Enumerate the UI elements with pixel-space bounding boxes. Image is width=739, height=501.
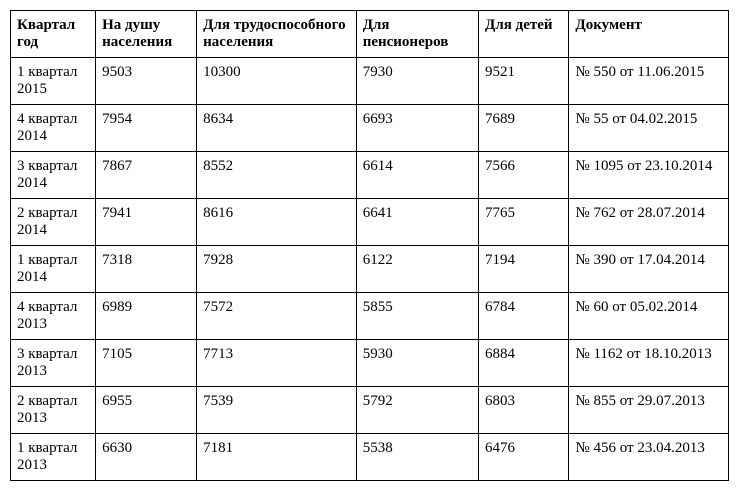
cell-period: 2 квартал 2014: [11, 199, 96, 246]
cell-document: № 1095 от 23.10.2014: [569, 152, 729, 199]
table-row: 2 квартал 2013 6955 7539 5792 6803 № 855…: [11, 387, 729, 434]
cell-document: № 60 от 05.02.2014: [569, 293, 729, 340]
data-table: Квартал год На душу населения Для трудос…: [10, 10, 729, 481]
cell-document: № 1162 от 18.10.2013: [569, 340, 729, 387]
cell-document: № 762 от 28.07.2014: [569, 199, 729, 246]
table-row: 1 квартал 2013 6630 7181 5538 6476 № 456…: [11, 434, 729, 481]
cell-percapita: 9503: [96, 58, 197, 105]
cell-working: 7539: [197, 387, 357, 434]
col-header-working: Для трудоспособного населения: [197, 11, 357, 58]
cell-percapita: 7318: [96, 246, 197, 293]
table-row: 1 квартал 2015 9503 10300 7930 9521 № 55…: [11, 58, 729, 105]
cell-period: 2 квартал 2013: [11, 387, 96, 434]
cell-pensioners: 7930: [356, 58, 478, 105]
table-row: 3 квартал 2013 7105 7713 5930 6884 № 116…: [11, 340, 729, 387]
cell-pensioners: 5930: [356, 340, 478, 387]
cell-working: 8616: [197, 199, 357, 246]
cell-children: 6476: [479, 434, 569, 481]
table-row: 1 квартал 2014 7318 7928 6122 7194 № 390…: [11, 246, 729, 293]
col-header-document: Документ: [569, 11, 729, 58]
cell-period: 1 квартал 2013: [11, 434, 96, 481]
cell-percapita: 6955: [96, 387, 197, 434]
cell-pensioners: 6122: [356, 246, 478, 293]
cell-working: 8552: [197, 152, 357, 199]
cell-children: 7689: [479, 105, 569, 152]
cell-children: 6784: [479, 293, 569, 340]
table-row: 4 квартал 2013 6989 7572 5855 6784 № 60 …: [11, 293, 729, 340]
cell-pensioners: 6614: [356, 152, 478, 199]
cell-children: 7194: [479, 246, 569, 293]
cell-percapita: 7941: [96, 199, 197, 246]
cell-working: 10300: [197, 58, 357, 105]
cell-document: № 390 от 17.04.2014: [569, 246, 729, 293]
col-header-percapita: На душу населения: [96, 11, 197, 58]
cell-period: 1 квартал 2014: [11, 246, 96, 293]
cell-working: 7713: [197, 340, 357, 387]
table-row: 2 квартал 2014 7941 8616 6641 7765 № 762…: [11, 199, 729, 246]
cell-document: № 550 от 11.06.2015: [569, 58, 729, 105]
cell-percapita: 7954: [96, 105, 197, 152]
cell-pensioners: 5538: [356, 434, 478, 481]
cell-period: 3 квартал 2013: [11, 340, 96, 387]
cell-children: 7566: [479, 152, 569, 199]
col-header-period: Квартал год: [11, 11, 96, 58]
cell-children: 6884: [479, 340, 569, 387]
cell-percapita: 7867: [96, 152, 197, 199]
cell-pensioners: 5855: [356, 293, 478, 340]
cell-working: 8634: [197, 105, 357, 152]
table-header: Квартал год На душу населения Для трудос…: [11, 11, 729, 58]
cell-children: 6803: [479, 387, 569, 434]
header-row: Квартал год На душу населения Для трудос…: [11, 11, 729, 58]
col-header-children: Для детей: [479, 11, 569, 58]
table-row: 4 квартал 2014 7954 8634 6693 7689 № 55 …: [11, 105, 729, 152]
cell-period: 1 квартал 2015: [11, 58, 96, 105]
col-header-pensioners: Для пенсионеров: [356, 11, 478, 58]
cell-percapita: 6630: [96, 434, 197, 481]
cell-working: 7928: [197, 246, 357, 293]
cell-pensioners: 6693: [356, 105, 478, 152]
table-row: 3 квартал 2014 7867 8552 6614 7566 № 109…: [11, 152, 729, 199]
cell-period: 4 квартал 2014: [11, 105, 96, 152]
cell-pensioners: 5792: [356, 387, 478, 434]
cell-working: 7572: [197, 293, 357, 340]
cell-period: 3 квартал 2014: [11, 152, 96, 199]
cell-pensioners: 6641: [356, 199, 478, 246]
cell-working: 7181: [197, 434, 357, 481]
cell-percapita: 7105: [96, 340, 197, 387]
cell-period: 4 квартал 2013: [11, 293, 96, 340]
cell-children: 7765: [479, 199, 569, 246]
cell-document: № 855 от 29.07.2013: [569, 387, 729, 434]
cell-document: № 55 от 04.02.2015: [569, 105, 729, 152]
table-body: 1 квартал 2015 9503 10300 7930 9521 № 55…: [11, 58, 729, 481]
cell-children: 9521: [479, 58, 569, 105]
cell-percapita: 6989: [96, 293, 197, 340]
cell-document: № 456 от 23.04.2013: [569, 434, 729, 481]
